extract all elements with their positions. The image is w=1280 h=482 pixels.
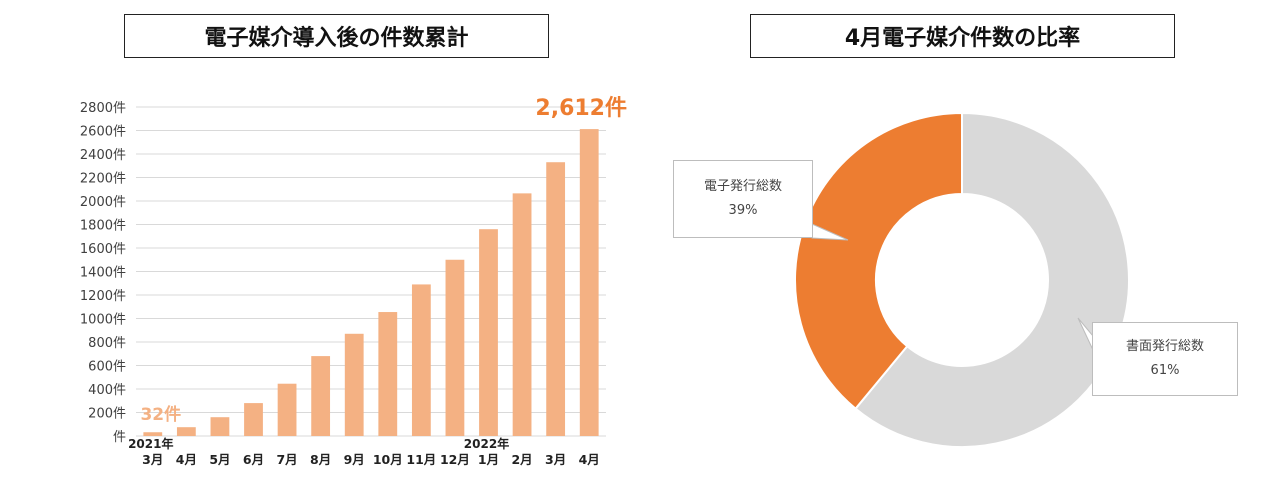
slice-value-paper: 61% bbox=[1150, 363, 1180, 378]
y-tick-label: 件 bbox=[113, 430, 126, 445]
x-tick-label: 5月 bbox=[209, 452, 230, 467]
x-tick-label: 7月 bbox=[276, 452, 297, 467]
donut-slice bbox=[854, 111, 1130, 448]
x-tick-label: 4月 bbox=[579, 452, 600, 467]
y-tick-label: 2600件 bbox=[80, 125, 126, 140]
y-tick-label: 1200件 bbox=[80, 289, 126, 304]
x-tick-label: 8月 bbox=[310, 452, 331, 467]
x-tick-label: 12月 bbox=[440, 452, 470, 467]
bar bbox=[244, 403, 263, 436]
bar bbox=[210, 417, 230, 436]
annotation-last-value: 2,612件 bbox=[535, 96, 627, 121]
x-tick-label: 10月 bbox=[373, 452, 403, 467]
year-label: 2021年 bbox=[128, 436, 173, 451]
bar bbox=[579, 129, 599, 436]
bar-chart-bars bbox=[143, 129, 599, 436]
bar bbox=[311, 356, 331, 436]
bar bbox=[479, 229, 498, 436]
bar-chart-y-axis: 件 200件 400件 600件 800件 1000件 1200件 1400件 1600件 180… bbox=[80, 101, 126, 445]
donut-chart bbox=[793, 111, 1130, 448]
bar bbox=[344, 333, 364, 436]
slice-label-electronic: 電子発行総数 bbox=[703, 179, 782, 194]
bar-chart-title: 電子媒介導入後の件数累計 bbox=[124, 14, 549, 58]
y-tick-label: 200件 bbox=[88, 407, 126, 422]
bar-chart-gridlines bbox=[136, 106, 606, 437]
bar bbox=[176, 427, 196, 436]
x-tick-label: 3月 bbox=[545, 452, 566, 467]
y-tick-label: 1400件 bbox=[80, 266, 126, 281]
bar bbox=[143, 432, 163, 436]
y-tick-label: 2200件 bbox=[80, 172, 126, 187]
bar bbox=[411, 284, 431, 436]
y-tick-label: 600件 bbox=[88, 360, 126, 375]
bar bbox=[277, 383, 297, 436]
y-tick-label: 1800件 bbox=[80, 219, 126, 234]
y-tick-label: 1600件 bbox=[80, 242, 126, 257]
callout-electronic: 電子発行総数 39% bbox=[673, 160, 813, 238]
x-tick-label: 3月 bbox=[142, 452, 163, 467]
x-tick-label: 6月 bbox=[243, 452, 264, 467]
year-label: 2022年 bbox=[464, 436, 509, 451]
slice-label-paper: 書面発行総数 bbox=[1125, 339, 1204, 354]
slice-value-electronic: 39% bbox=[728, 203, 758, 218]
bar bbox=[378, 312, 398, 436]
bar bbox=[546, 162, 566, 436]
bar bbox=[512, 193, 532, 436]
y-tick-label: 2800件 bbox=[80, 101, 126, 116]
pie-chart-title: 4月電子媒介件数の比率 bbox=[750, 14, 1175, 58]
callout-paper: 書面発行総数 61% bbox=[1092, 322, 1238, 396]
donut-slice bbox=[793, 111, 963, 411]
annotation-first-value: 32件 bbox=[140, 404, 181, 425]
x-tick-label: 1月 bbox=[478, 452, 499, 467]
x-tick-label: 9月 bbox=[344, 452, 365, 467]
y-tick-label: 800件 bbox=[88, 336, 126, 351]
y-tick-label: 1000件 bbox=[80, 313, 126, 328]
bar bbox=[445, 259, 465, 436]
y-tick-label: 2000件 bbox=[80, 195, 126, 210]
y-tick-label: 400件 bbox=[88, 383, 126, 398]
x-tick-label: 4月 bbox=[176, 452, 197, 467]
x-tick-label: 2月 bbox=[511, 452, 532, 467]
x-tick-label: 11月 bbox=[406, 452, 436, 467]
y-tick-label: 2400件 bbox=[80, 148, 126, 163]
